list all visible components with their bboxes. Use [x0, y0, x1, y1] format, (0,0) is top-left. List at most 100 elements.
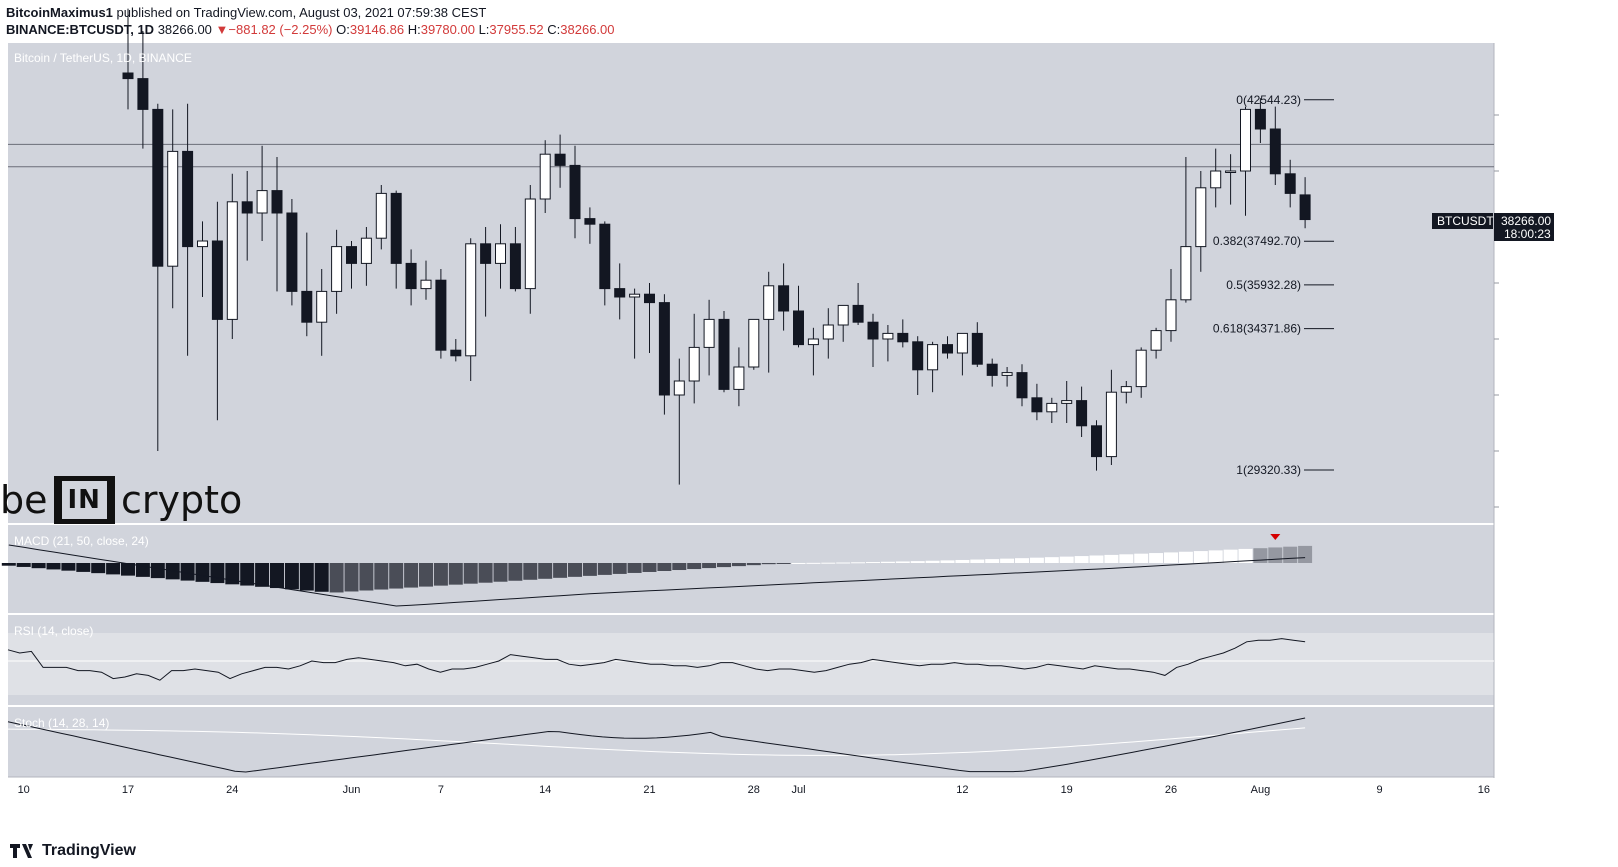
- macd-histogram-bar: [687, 563, 702, 570]
- macd-axis-label: 4000.00: [1502, 522, 1542, 534]
- bearish-cross-marker: [1270, 534, 1281, 540]
- candle-body: [569, 164, 581, 220]
- macd-histogram-bar: [1074, 556, 1089, 563]
- rsi-band: [8, 633, 1494, 695]
- candle-body: [1001, 372, 1013, 376]
- price-tag: BTCUSDT 38266.00 18:00:23: [1432, 213, 1554, 241]
- candle-body: [465, 243, 477, 357]
- candle-body: [554, 153, 566, 166]
- candle-body: [1210, 170, 1222, 189]
- time-axis-label: 9: [1377, 784, 1383, 796]
- macd-histogram-bar: [582, 563, 597, 576]
- macd-histogram-bar: [940, 560, 955, 563]
- open-label: O:: [336, 22, 350, 37]
- macd-histogram-bar: [1, 563, 16, 566]
- macd-histogram-bar: [925, 560, 940, 563]
- candle-body: [375, 192, 387, 239]
- candle-body: [942, 344, 953, 354]
- candle-body: [599, 223, 611, 290]
- candle-body: [241, 201, 253, 214]
- stoch-axis-label: 80.00: [1502, 713, 1530, 725]
- time-axis-label: Aug: [1251, 784, 1271, 796]
- stoch-title: Stoch (14, 28, 14): [14, 716, 109, 730]
- macd-histogram-bar: [1089, 555, 1104, 563]
- macd-histogram-bar: [1134, 553, 1149, 563]
- symbol-label: BINANCE:BTCUSDT, 1D: [6, 22, 155, 37]
- macd-title: MACD (21, 50, close, 24): [14, 534, 149, 548]
- macd-histogram-bar: [746, 563, 761, 566]
- macd-histogram-bar: [1104, 554, 1119, 563]
- macd-histogram-bar: [1000, 558, 1015, 563]
- watermark-in-box: IN: [53, 476, 115, 524]
- macd-line: [8, 544, 1306, 607]
- macd-histogram-bar: [150, 563, 165, 579]
- macd-histogram-bar: [910, 561, 925, 563]
- candle-body: [331, 246, 343, 292]
- candle-body: [748, 318, 760, 368]
- macd-histogram-bar: [359, 563, 374, 591]
- macd-histogram-bar: [702, 563, 717, 569]
- macd-histogram-bar: [851, 562, 866, 564]
- macd-histogram-bar: [866, 562, 880, 564]
- candle-body: [390, 192, 402, 264]
- candle-body: [271, 190, 283, 214]
- author-name[interactable]: BitcoinMaximus1: [6, 5, 113, 20]
- candle-body: [882, 332, 894, 340]
- macd-histogram-bar: [314, 563, 329, 592]
- price-tag-box: [1494, 213, 1554, 241]
- publication-header: BitcoinMaximus1 published on TradingView…: [6, 5, 486, 20]
- macd-histogram-bar: [553, 563, 568, 578]
- candle-body: [420, 279, 432, 290]
- time-axis-label: 26: [1165, 784, 1177, 796]
- macd-histogram-bar: [16, 563, 31, 567]
- candle-body: [1299, 194, 1311, 221]
- ohlc-header: BINANCE:BTCUSDT, 1D 38266.00 ▼−881.82 (−…: [6, 22, 615, 37]
- macd-histogram-bar: [463, 563, 478, 584]
- candle-body: [360, 237, 372, 264]
- macd-histogram-bar: [121, 563, 135, 576]
- candle-body: [1254, 108, 1266, 130]
- tradingview-footer[interactable]: TradingView: [10, 842, 136, 860]
- time-axis-label: 10: [18, 784, 30, 796]
- time-axis-label: 19: [1061, 784, 1073, 796]
- macd-histogram-bar: [61, 563, 76, 571]
- stoch-axis-label: 40.00: [1502, 750, 1530, 762]
- candle-body: [673, 380, 685, 396]
- macd-histogram-bar: [433, 563, 448, 586]
- price-axis-label: 34000.00: [1500, 334, 1546, 346]
- candle-body: [137, 78, 149, 110]
- candle-body: [1061, 400, 1073, 404]
- rsi-title: RSI (14, close): [14, 624, 93, 638]
- macd-histogram-bar: [836, 562, 851, 564]
- price-axis-top-label: 4 USDT 0: [1500, 53, 1548, 65]
- candle-body: [1016, 372, 1028, 399]
- price-tag-price: 38266.00: [1501, 214, 1551, 228]
- macd-histogram-bar: [1044, 557, 1059, 563]
- candle-body: [226, 201, 238, 320]
- rsi-axis-label: 60.00: [1502, 640, 1530, 652]
- candle-body: [539, 153, 551, 200]
- stoch-k-line: [7, 717, 1306, 773]
- last-price: 38266.00: [157, 22, 212, 37]
- candle-body: [316, 290, 328, 323]
- tradingview-logo-icon: [10, 844, 33, 858]
- price-axis-label: 28000.00: [1500, 502, 1546, 514]
- fib-level-label: 1(29320.33): [1236, 463, 1301, 477]
- macd-histogram-bar: [478, 563, 493, 583]
- stoch-pane[interactable]: [8, 707, 1494, 777]
- macd-histogram-bar: [1029, 557, 1044, 563]
- candle-body: [1240, 108, 1251, 172]
- candle-body: [629, 293, 641, 298]
- macd-histogram-bar: [329, 563, 344, 593]
- macd-histogram-bar: [761, 563, 776, 565]
- candle-body: [197, 240, 208, 248]
- price-tag-countdown: 18:00:23: [1504, 227, 1551, 241]
- low-value: 37955.52: [489, 22, 544, 37]
- candle-body: [763, 285, 775, 320]
- candle-body: [495, 243, 506, 264]
- price-tag-symbol: BTCUSDT: [1437, 214, 1494, 228]
- candle-body: [524, 198, 536, 290]
- macd-histogram-bar: [1268, 547, 1283, 563]
- price-axis-label: 42000.00: [1500, 110, 1546, 122]
